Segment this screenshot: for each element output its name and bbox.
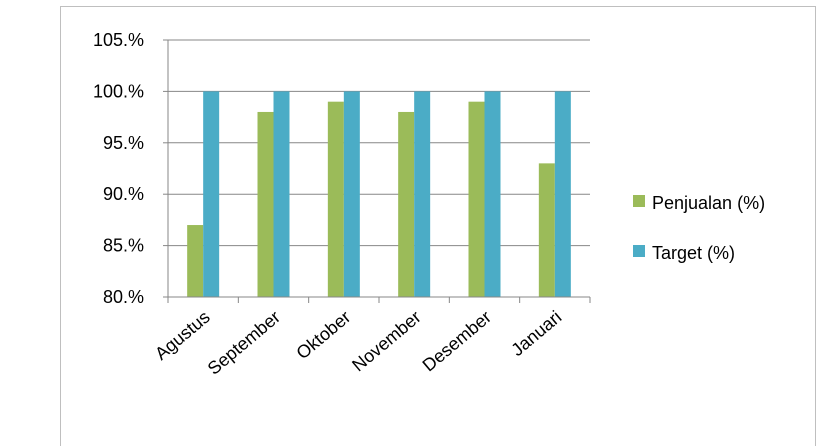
x-tick-label: Agustus [151,307,214,364]
x-tick-label: Januari [507,307,565,360]
bar-penjualan-januari [538,163,555,297]
legend-swatch-penjualan [633,195,645,207]
x-tick-label: Desember [419,307,495,376]
y-tick-labels: 80.% 85.% 90.% 95.% 100.% 105.% [93,30,144,307]
bar-target-agustus [203,91,220,298]
y-tick-label: 80.% [103,287,144,307]
gridlines [168,39,590,247]
bars [187,91,571,298]
y-tick-label: 100.% [93,81,144,101]
y-tick-label: 105.% [93,30,144,50]
bar-penjualan-september [257,111,274,298]
bar-target-oktober [343,91,360,298]
x-tick-label: November [348,307,424,376]
legend: Penjualan (%) Target (%) [633,193,765,263]
legend-label-target: Target (%) [652,243,735,263]
chart-frame [60,6,816,446]
y-tick-label: 95.% [103,133,144,153]
bar-penjualan-november [398,111,415,298]
legend-swatch-target [633,245,645,257]
bar-penjualan-oktober [327,101,344,298]
bar-target-januari [554,91,571,298]
y-tick-label: 90.% [103,184,144,204]
axes [163,39,591,303]
bar-target-desember [484,91,501,298]
x-tick-label: Oktober [292,307,354,363]
bar-penjualan-agustus [187,225,204,297]
x-tick-label: September [204,307,284,379]
bar-target-november [414,91,431,298]
bar-penjualan-desember [468,101,485,298]
legend-label-penjualan: Penjualan (%) [652,193,765,213]
y-tick-label: 85.% [103,236,144,256]
bar-target-september [273,91,290,298]
